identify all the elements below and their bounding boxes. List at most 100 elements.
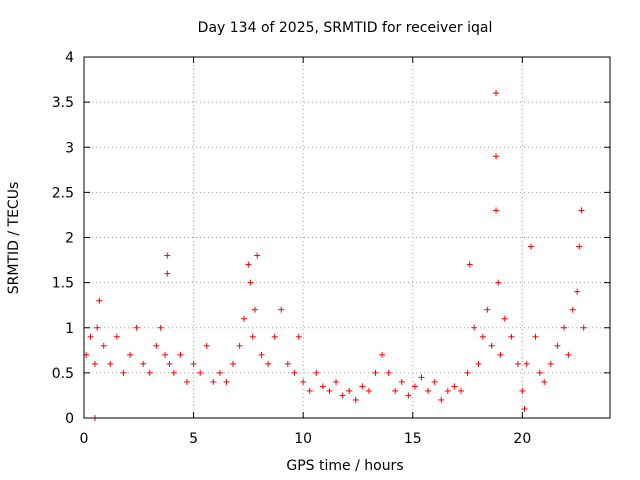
data-point (203, 342, 210, 349)
data-point (249, 333, 256, 340)
data-point (284, 360, 291, 367)
data-point (164, 270, 171, 277)
data-point (576, 243, 583, 250)
data-point (133, 324, 140, 331)
y-tick-label: 1 (65, 321, 74, 337)
x-tick-label: 0 (80, 431, 89, 447)
data-point (379, 351, 386, 358)
data-point (210, 378, 217, 385)
data-point (184, 378, 191, 385)
y-tick-label: 0.5 (52, 366, 74, 382)
data-point (100, 342, 107, 349)
data-point (346, 387, 353, 394)
data-point (113, 333, 120, 340)
data-point (164, 252, 171, 259)
data-point (495, 279, 502, 286)
data-point (365, 387, 372, 394)
data-point (127, 351, 134, 358)
data-point (352, 396, 359, 403)
data-point (258, 351, 265, 358)
data-point (291, 369, 298, 376)
data-point (523, 360, 530, 367)
data-point (475, 360, 482, 367)
data-point (536, 369, 543, 376)
data-point (497, 351, 504, 358)
data-point (425, 387, 432, 394)
data-point (451, 383, 458, 390)
data-point (313, 369, 320, 376)
data-point (166, 360, 173, 367)
data-point (271, 333, 278, 340)
data-point (431, 378, 438, 385)
data-point (247, 279, 254, 286)
data-point (508, 333, 515, 340)
data-point (190, 360, 197, 367)
data-point (87, 333, 94, 340)
data-point (580, 324, 587, 331)
data-point (295, 333, 302, 340)
data-point (471, 324, 478, 331)
data-point (569, 306, 576, 313)
data-point (300, 378, 307, 385)
data-point (464, 369, 471, 376)
data-point (565, 351, 572, 358)
data-point (493, 153, 500, 160)
data-point (236, 342, 243, 349)
data-point (140, 360, 147, 367)
x-tick-label: 15 (404, 431, 422, 447)
data-point (359, 383, 366, 390)
data-point (254, 252, 261, 259)
data-point (532, 333, 539, 340)
data-point (240, 315, 247, 322)
y-tick-label: 2 (65, 231, 74, 247)
data-point (479, 333, 486, 340)
data-point (153, 342, 160, 349)
data-point (306, 387, 313, 394)
data-point (339, 392, 346, 399)
data-point (418, 374, 425, 381)
data-point (223, 378, 230, 385)
x-axis-label: GPS time / hours (286, 458, 403, 474)
y-tick-label: 3.5 (52, 95, 74, 111)
x-tick-label: 20 (513, 431, 531, 447)
y-tick-label: 0 (65, 411, 74, 427)
data-point (578, 207, 585, 214)
data-point (91, 360, 98, 367)
data-point (554, 342, 561, 349)
data-point (501, 315, 508, 322)
data-point (488, 342, 495, 349)
data-point (197, 369, 204, 376)
data-point (519, 387, 526, 394)
data-points (83, 90, 587, 421)
data-point (385, 369, 392, 376)
data-point (392, 387, 399, 394)
data-point (411, 383, 418, 390)
data-point (398, 378, 405, 385)
data-point (170, 369, 177, 376)
data-point (326, 387, 333, 394)
y-axis-label: SRMTID / TECUs (6, 182, 22, 295)
data-point (372, 369, 379, 376)
data-point (493, 207, 500, 214)
data-point (405, 392, 412, 399)
y-tick-label: 4 (65, 50, 74, 66)
data-point (278, 306, 285, 313)
data-point (96, 297, 103, 304)
data-point (541, 378, 548, 385)
data-point (251, 306, 258, 313)
axis-ticks: 0 0.5 1 1.5 2 2.5 3 3.5 4 0 5 10 15 20 (52, 50, 610, 447)
data-point (457, 387, 464, 394)
data-point (547, 360, 554, 367)
y-tick-label: 1.5 (52, 276, 74, 292)
data-point (230, 360, 237, 367)
data-point (162, 351, 169, 358)
data-point (514, 360, 521, 367)
data-point (245, 261, 252, 268)
data-point (438, 396, 445, 403)
data-point (484, 306, 491, 313)
chart-title: Day 134 of 2025, SRMTID for receiver iqa… (198, 20, 493, 36)
data-point (120, 369, 127, 376)
data-point (466, 261, 473, 268)
data-point (493, 90, 500, 97)
